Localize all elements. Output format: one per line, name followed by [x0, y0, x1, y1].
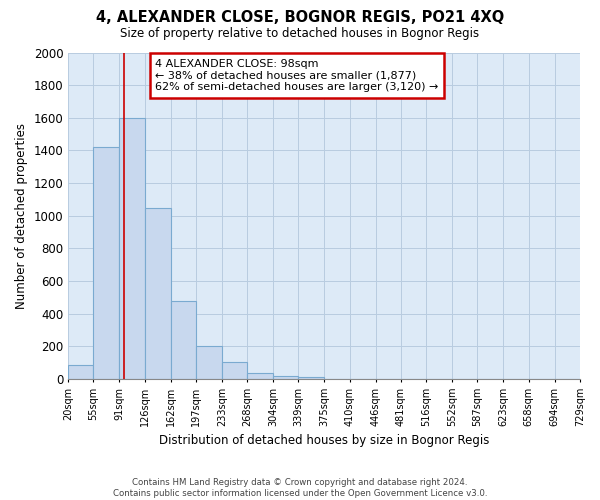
Bar — [298, 376, 325, 379]
Bar — [94, 147, 119, 379]
Bar — [145, 208, 170, 379]
Bar — [196, 346, 222, 379]
Bar — [68, 365, 94, 379]
Text: Size of property relative to detached houses in Bognor Regis: Size of property relative to detached ho… — [121, 28, 479, 40]
Bar — [119, 118, 145, 379]
Bar — [222, 362, 247, 379]
Bar — [247, 374, 273, 379]
Text: 4 ALEXANDER CLOSE: 98sqm
← 38% of detached houses are smaller (1,877)
62% of sem: 4 ALEXANDER CLOSE: 98sqm ← 38% of detach… — [155, 59, 439, 92]
Y-axis label: Number of detached properties: Number of detached properties — [15, 123, 28, 309]
Bar — [273, 376, 298, 379]
Text: Contains HM Land Registry data © Crown copyright and database right 2024.
Contai: Contains HM Land Registry data © Crown c… — [113, 478, 487, 498]
Bar — [170, 300, 196, 379]
Text: 4, ALEXANDER CLOSE, BOGNOR REGIS, PO21 4XQ: 4, ALEXANDER CLOSE, BOGNOR REGIS, PO21 4… — [96, 10, 504, 25]
X-axis label: Distribution of detached houses by size in Bognor Regis: Distribution of detached houses by size … — [159, 434, 489, 448]
